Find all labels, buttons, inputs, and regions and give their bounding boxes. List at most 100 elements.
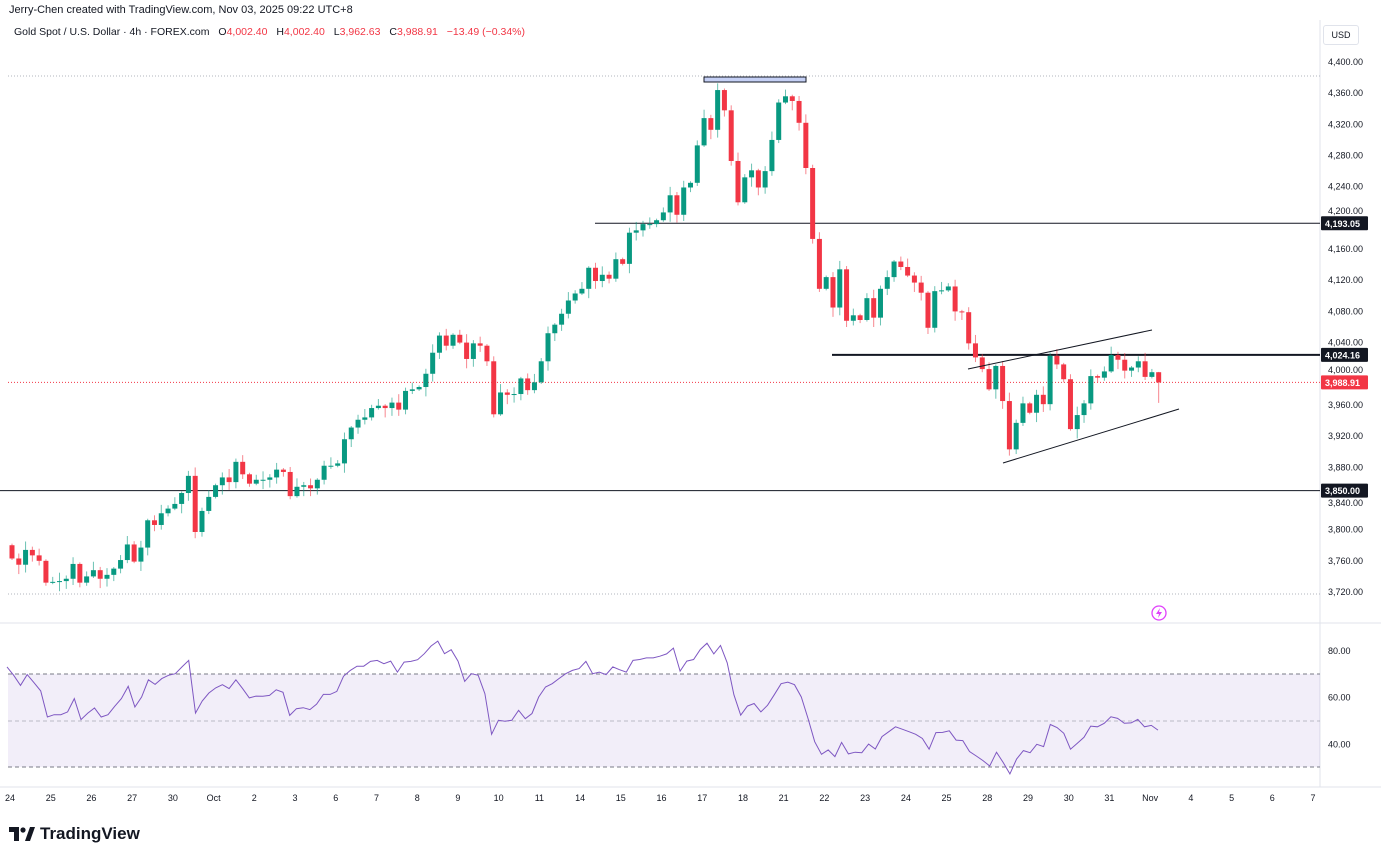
candle bbox=[158, 504, 164, 530]
candle bbox=[341, 432, 347, 473]
candle-body-up bbox=[599, 274, 605, 282]
tradingview-logo[interactable]: TradingView bbox=[9, 824, 140, 844]
candle-body-down bbox=[871, 298, 877, 318]
candle-body-up bbox=[1020, 403, 1026, 423]
low-label: L bbox=[333, 26, 340, 38]
candle bbox=[301, 481, 307, 497]
time-tick-label: 30 bbox=[1064, 793, 1074, 803]
candle bbox=[844, 266, 850, 327]
candle bbox=[321, 460, 327, 485]
candle bbox=[294, 478, 300, 498]
candle bbox=[830, 272, 836, 317]
candle-body-down bbox=[464, 342, 470, 359]
price-tick-label: 4,200.00 bbox=[1328, 206, 1363, 216]
symbol-title[interactable]: Gold Spot / U.S. Dollar · 4h · FOREX.com bbox=[14, 26, 210, 38]
candle-body-down bbox=[457, 334, 463, 343]
candle bbox=[145, 518, 151, 556]
price-tick-label: 3,760.00 bbox=[1328, 556, 1363, 566]
candle-body-up bbox=[233, 461, 239, 483]
candle bbox=[850, 308, 856, 326]
candle-body-up bbox=[219, 477, 225, 486]
candle-body-down bbox=[925, 292, 931, 328]
candle bbox=[972, 334, 978, 363]
candle bbox=[1135, 356, 1141, 373]
candle-body-up bbox=[179, 493, 185, 504]
candle-body-up bbox=[260, 479, 266, 481]
candle-body-up bbox=[56, 581, 62, 583]
candle-body-up bbox=[498, 392, 504, 415]
tradingview-logo-icon bbox=[9, 827, 35, 841]
candle-body-down bbox=[396, 402, 402, 410]
candle-body-up bbox=[23, 549, 29, 565]
candle bbox=[1108, 346, 1114, 373]
time-tick-label: 26 bbox=[86, 793, 96, 803]
resistance-zone[interactable] bbox=[703, 76, 807, 83]
candle bbox=[1095, 374, 1101, 383]
candle-body-down bbox=[525, 378, 531, 391]
candle bbox=[701, 109, 707, 147]
candle bbox=[504, 389, 510, 405]
candle-body-up bbox=[321, 465, 327, 480]
candle-body-up bbox=[1101, 371, 1107, 378]
channel-lower-trendline[interactable] bbox=[1002, 408, 1180, 464]
candle bbox=[1054, 349, 1060, 370]
lightning-icon[interactable] bbox=[1151, 605, 1167, 621]
candle-body-down bbox=[1040, 394, 1046, 405]
channel-upper-trendline[interactable] bbox=[967, 329, 1153, 370]
time-tick-label: 23 bbox=[860, 793, 870, 803]
candle bbox=[246, 472, 252, 487]
price-tick-label: 4,240.00 bbox=[1328, 182, 1363, 192]
candle-body-down bbox=[728, 110, 734, 161]
candle bbox=[721, 88, 727, 117]
candle bbox=[124, 536, 130, 564]
candle bbox=[959, 309, 965, 320]
currency-button[interactable]: USD bbox=[1323, 25, 1359, 45]
candle bbox=[599, 266, 605, 288]
candle-body-down bbox=[857, 315, 863, 320]
candle-body-up bbox=[145, 520, 151, 548]
candle bbox=[531, 373, 537, 394]
candle bbox=[36, 548, 42, 566]
candle-body-up bbox=[172, 503, 178, 509]
close-label: C bbox=[389, 26, 397, 38]
candle bbox=[375, 399, 381, 410]
price-tick-label: 4,160.00 bbox=[1328, 244, 1363, 254]
candle bbox=[179, 491, 185, 514]
candle bbox=[674, 192, 680, 223]
candle-body-up bbox=[701, 118, 707, 146]
candle-body-up bbox=[993, 365, 999, 390]
candle-body-down bbox=[620, 259, 626, 264]
candle bbox=[925, 291, 931, 335]
candle bbox=[552, 323, 558, 342]
candle bbox=[518, 376, 524, 401]
candle bbox=[43, 559, 49, 586]
price-level-badge bbox=[1321, 483, 1368, 498]
candle bbox=[1027, 401, 1033, 415]
candle-body-up bbox=[274, 469, 280, 478]
candle-body-up bbox=[1081, 403, 1087, 416]
candle bbox=[423, 368, 429, 397]
candle bbox=[932, 286, 938, 333]
candle bbox=[416, 385, 422, 391]
candle-body-up bbox=[253, 479, 259, 484]
candle-body-up bbox=[776, 102, 782, 140]
candle-body-down bbox=[9, 545, 15, 559]
price-tick-label: 4,080.00 bbox=[1328, 306, 1363, 316]
time-tick-label: 21 bbox=[779, 793, 789, 803]
candle bbox=[335, 460, 341, 468]
candle bbox=[9, 543, 15, 561]
candle-body-up bbox=[63, 578, 69, 582]
candle bbox=[735, 152, 741, 206]
candle-body-up bbox=[769, 139, 775, 172]
candle-body-up bbox=[369, 408, 375, 418]
price-tick-label: 4,400.00 bbox=[1328, 57, 1363, 67]
candle-body-down bbox=[226, 477, 232, 483]
candle-body-down bbox=[246, 474, 252, 484]
time-tick-label: 28 bbox=[982, 793, 992, 803]
candle-body-down bbox=[151, 520, 157, 525]
candle bbox=[789, 94, 795, 111]
candle bbox=[1047, 352, 1053, 411]
candle-body-down bbox=[803, 122, 809, 168]
candle-body-up bbox=[626, 232, 632, 264]
